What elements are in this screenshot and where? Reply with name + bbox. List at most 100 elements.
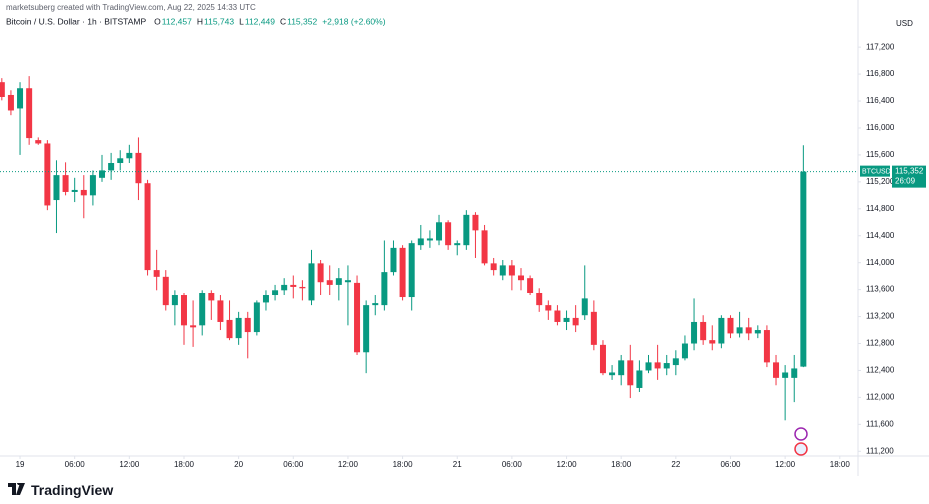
chart: marketsuberg created with TradingView.co… xyxy=(0,0,929,476)
x-tick-label: 06:00 xyxy=(502,460,523,469)
y-tick-label: 116,800 xyxy=(866,69,895,78)
candle-body xyxy=(354,282,361,353)
candle-body xyxy=(572,317,579,326)
x-tick-label: 06:00 xyxy=(720,460,741,469)
symbol: Bitcoin / U.S. Dollar · 1h · BITSTAMP xyxy=(6,16,146,26)
candle-body xyxy=(773,362,780,378)
candle-body xyxy=(517,275,524,281)
candle-body xyxy=(335,278,342,285)
candle-body xyxy=(554,310,561,322)
candle-body xyxy=(208,292,215,301)
candle-body xyxy=(117,158,124,164)
candle-body xyxy=(162,276,169,306)
y-tick-label: 111,200 xyxy=(866,446,894,455)
candle-body xyxy=(599,344,606,374)
candle-body xyxy=(563,317,570,322)
candle-body xyxy=(199,292,206,326)
candle-body xyxy=(71,189,78,192)
candle-body xyxy=(700,321,707,341)
candle-body xyxy=(399,247,406,298)
candle-body xyxy=(536,292,543,306)
ohlc-value: 115,352 xyxy=(287,16,317,26)
candle-body xyxy=(262,295,269,303)
x-tick-label: 19 xyxy=(16,460,25,469)
candle-body xyxy=(481,230,488,264)
candle-body xyxy=(390,247,397,273)
candle-body xyxy=(80,189,87,196)
candle-body xyxy=(436,222,443,241)
y-tick-label: 111,600 xyxy=(866,419,894,428)
candle-body xyxy=(681,343,688,359)
candle-body xyxy=(627,360,634,386)
candle-body xyxy=(344,280,351,283)
candle-body xyxy=(381,272,388,306)
ohlc-key: O xyxy=(154,16,161,26)
candle-body xyxy=(645,362,652,371)
candle-body xyxy=(317,263,324,283)
y-tick-label: 114,000 xyxy=(866,258,895,267)
candle-body xyxy=(153,270,160,277)
candle-body xyxy=(463,214,470,246)
candle-body xyxy=(727,317,734,334)
candle-body xyxy=(800,171,807,367)
candle-body xyxy=(126,152,133,159)
candle-body xyxy=(35,140,42,144)
y-tick-label: 115,200 xyxy=(866,177,895,186)
x-tick-label: 20 xyxy=(234,460,243,469)
brand: TradingView xyxy=(31,482,114,498)
footer: TradingView xyxy=(0,476,929,504)
x-tick-label: 18:00 xyxy=(830,460,851,469)
candle-body xyxy=(745,327,752,334)
candle-body xyxy=(308,263,315,301)
candle-body xyxy=(581,298,588,316)
candle-body xyxy=(135,152,142,184)
y-tick-label: 112,400 xyxy=(866,366,895,375)
candle-body xyxy=(53,175,60,201)
event-icons xyxy=(794,427,808,456)
candle-body xyxy=(490,263,497,271)
y-tick-label: 117,200 xyxy=(866,42,895,51)
candle-body xyxy=(190,325,197,328)
candle-body xyxy=(171,295,178,306)
candle-body xyxy=(782,372,789,378)
candle-body xyxy=(235,317,242,339)
candle-body xyxy=(372,303,379,306)
candle-body xyxy=(144,183,151,271)
y-tick-label: 112,800 xyxy=(866,339,895,348)
y-tick-label: 114,800 xyxy=(866,204,895,213)
x-tick-label: 06:00 xyxy=(65,460,86,469)
y-tick-label: 115,600 xyxy=(866,150,895,159)
ohlc-key: H xyxy=(197,16,203,26)
candle-body xyxy=(709,340,716,344)
y-tick-label: 113,600 xyxy=(866,285,895,294)
x-tick-label: 18:00 xyxy=(174,460,195,469)
candle-body xyxy=(363,305,370,353)
ohlc-key: L xyxy=(239,16,244,26)
x-tick-label: 18:00 xyxy=(393,460,414,469)
candle-body xyxy=(454,243,461,246)
candle-body xyxy=(754,330,761,334)
candle-body xyxy=(62,175,69,192)
candle-body xyxy=(508,265,515,276)
candle-body xyxy=(0,82,5,97)
candle-body xyxy=(253,302,260,333)
x-tick-label: 12:00 xyxy=(557,460,578,469)
credit: marketsuberg created with TradingView.co… xyxy=(6,3,256,12)
symbol-tag-text: BTCUSD xyxy=(862,168,891,175)
ohlc-value: 115,743 xyxy=(204,16,234,26)
candle-body xyxy=(89,175,96,196)
candle-body xyxy=(791,368,798,378)
candle-body xyxy=(299,286,306,289)
y-tick-label: 113,200 xyxy=(866,312,895,321)
candle-body xyxy=(609,372,616,376)
candle-body xyxy=(108,163,115,171)
price-tag xyxy=(892,165,926,188)
candle-body xyxy=(281,284,288,291)
candle-body xyxy=(472,214,479,231)
logo xyxy=(8,483,25,495)
candle-body xyxy=(290,284,297,287)
ohlc-value: 112,457 xyxy=(162,16,192,26)
candle-body xyxy=(326,280,333,285)
x-tick-label: 06:00 xyxy=(283,460,304,469)
x-tick-label: 12:00 xyxy=(119,460,140,469)
